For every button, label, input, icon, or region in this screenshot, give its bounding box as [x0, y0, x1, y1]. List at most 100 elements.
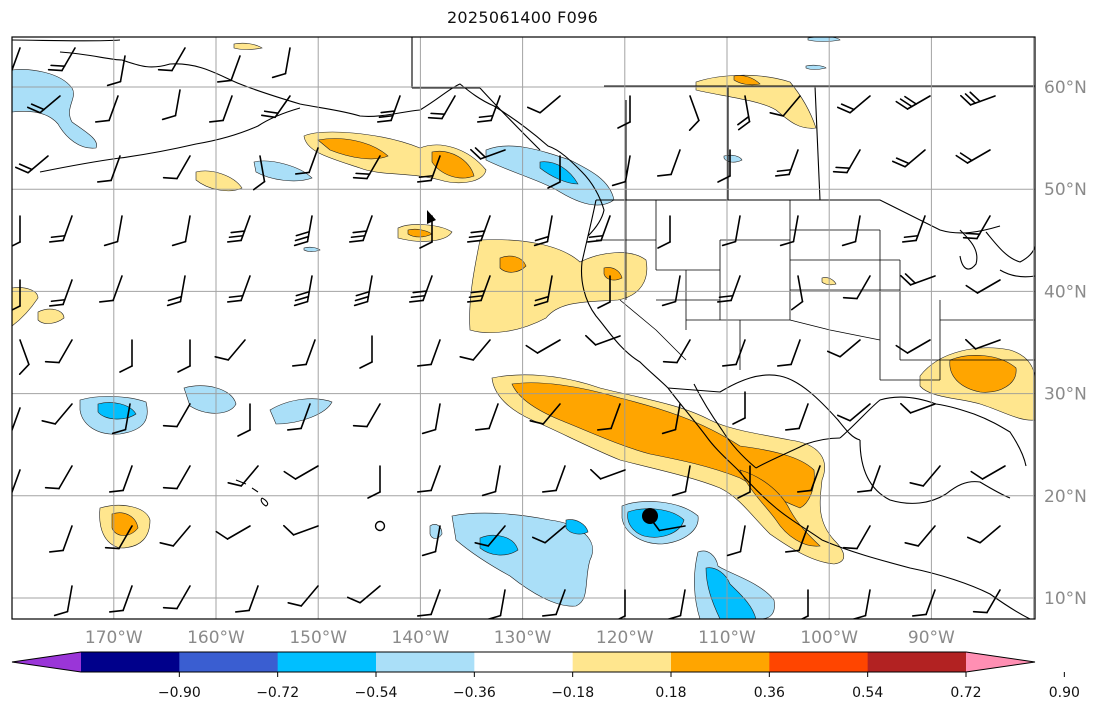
wind-barb-shaft — [430, 465, 441, 492]
longitude-label: 150°W — [289, 628, 347, 648]
wind-barb-shaft — [906, 339, 931, 354]
wind-barb-flag — [12, 241, 21, 247]
wind-barb-flag — [427, 116, 443, 120]
wind-barb — [459, 339, 491, 361]
wind-barb-shaft — [974, 339, 1001, 350]
wind-barb — [784, 525, 809, 553]
wind-barb-flag — [721, 240, 737, 247]
coastlines-and-borders — [12, 37, 1035, 619]
wind-barb-flag — [656, 173, 672, 177]
colorbar-labels: −0.90 −0.72 −0.54 −0.36 −0.18 0.18 0.36 0.54 0.7… — [158, 685, 1080, 701]
wind-barb-flag — [796, 489, 812, 493]
wind-barb-flag — [970, 470, 984, 480]
wind-barb — [533, 275, 553, 307]
contour-positive-core — [949, 355, 1017, 393]
wind-barb-flag — [359, 361, 373, 369]
colorbar-tick-label: 0.54 — [852, 685, 883, 701]
wind-barb — [96, 155, 121, 183]
wind-barb — [177, 339, 191, 373]
wind-barb-flag — [119, 365, 133, 373]
wind-barb-shaft — [790, 339, 801, 366]
wind-barb-flag — [481, 490, 497, 497]
wind-barb-shaft — [979, 525, 1001, 544]
wind-barb — [416, 339, 441, 367]
coastline-central-america — [821, 539, 1031, 619]
wind-barb-flag — [596, 427, 612, 431]
wind-barb-flag — [718, 294, 734, 299]
wind-barb — [261, 95, 291, 119]
wind-barb — [688, 95, 700, 131]
wind-barb-shaft — [176, 585, 191, 610]
wind-barb-shaft — [922, 465, 941, 487]
wind-barb-flag — [955, 154, 969, 164]
wind-barb-flag — [44, 486, 60, 490]
wind-barb-flag — [661, 300, 677, 307]
wind-barb — [106, 55, 126, 87]
wind-barb — [26, 95, 61, 114]
wind-barb — [657, 215, 671, 249]
wind-barb-flag — [468, 294, 484, 299]
wind-barb-shaft — [739, 525, 746, 553]
wind-barb — [726, 525, 746, 557]
wind-barb — [800, 589, 809, 619]
wind-barb — [108, 465, 133, 493]
contour-negative-core — [97, 402, 137, 420]
coastline-mexico — [667, 383, 841, 541]
wind-barb-flag — [14, 166, 29, 174]
wind-barb — [960, 91, 996, 106]
wind-barb — [291, 339, 316, 367]
colorbar-tick-label: −0.36 — [453, 685, 496, 701]
wind-barb — [162, 155, 191, 180]
wind-barb — [470, 147, 506, 160]
wind-barb — [466, 275, 491, 303]
wind-barb-shaft — [782, 95, 801, 117]
wind-barb-flag — [230, 230, 246, 234]
wind-barb-flag — [348, 239, 364, 243]
contour-positive-core — [603, 267, 623, 281]
wind-barb — [94, 95, 119, 123]
wind-barb-shaft — [674, 403, 681, 431]
longitude-label: 110°W — [698, 628, 756, 648]
wind-barb — [717, 149, 731, 183]
contour-positive — [37, 308, 65, 324]
wind-barb — [48, 215, 73, 243]
wind-barb — [226, 215, 251, 243]
contour-negative-core — [705, 567, 757, 619]
wind-barb — [14, 155, 49, 174]
wind-barb-flag — [410, 294, 426, 299]
longitude-label: 170°W — [85, 628, 143, 648]
wind-barb-shaft — [62, 525, 73, 552]
wind-barb — [157, 47, 186, 72]
wind-barb-flag — [901, 239, 917, 243]
wind-barb-flag — [534, 235, 550, 242]
wind-barb-shaft — [108, 95, 119, 122]
contour-fills — [12, 37, 1035, 619]
wind-barb-flag — [226, 299, 242, 303]
wind-barb — [108, 585, 133, 613]
wind-barb-shaft — [116, 215, 123, 243]
wind-barb — [18, 339, 30, 375]
wind-barb-flag — [531, 536, 546, 544]
latitude-label: 30°N — [1044, 385, 1087, 405]
wind-barb — [656, 149, 681, 177]
wind-barb-shaft — [172, 525, 191, 547]
coastline-great-lakes — [959, 229, 1035, 278]
wind-barb-flag — [353, 300, 369, 307]
wind-barb-flag — [18, 163, 33, 171]
wind-barb-shaft — [909, 403, 936, 414]
wind-barb — [661, 275, 681, 307]
border-us-mexico — [667, 374, 861, 441]
wind-barb-flag — [716, 299, 732, 303]
wind-barb-flag — [835, 166, 851, 169]
wind-barb-flag — [346, 596, 361, 604]
wind-barb-flag — [534, 295, 550, 302]
colorbar-segment — [81, 652, 180, 672]
wind-barb-shaft — [684, 465, 691, 493]
wind-barb-shaft — [798, 403, 809, 430]
wind-barb-shaft — [176, 403, 191, 428]
wind-barb — [841, 215, 861, 247]
wind-barb-shaft — [184, 215, 191, 243]
wind-barb-flag — [50, 298, 66, 303]
wind-barb — [162, 465, 191, 490]
